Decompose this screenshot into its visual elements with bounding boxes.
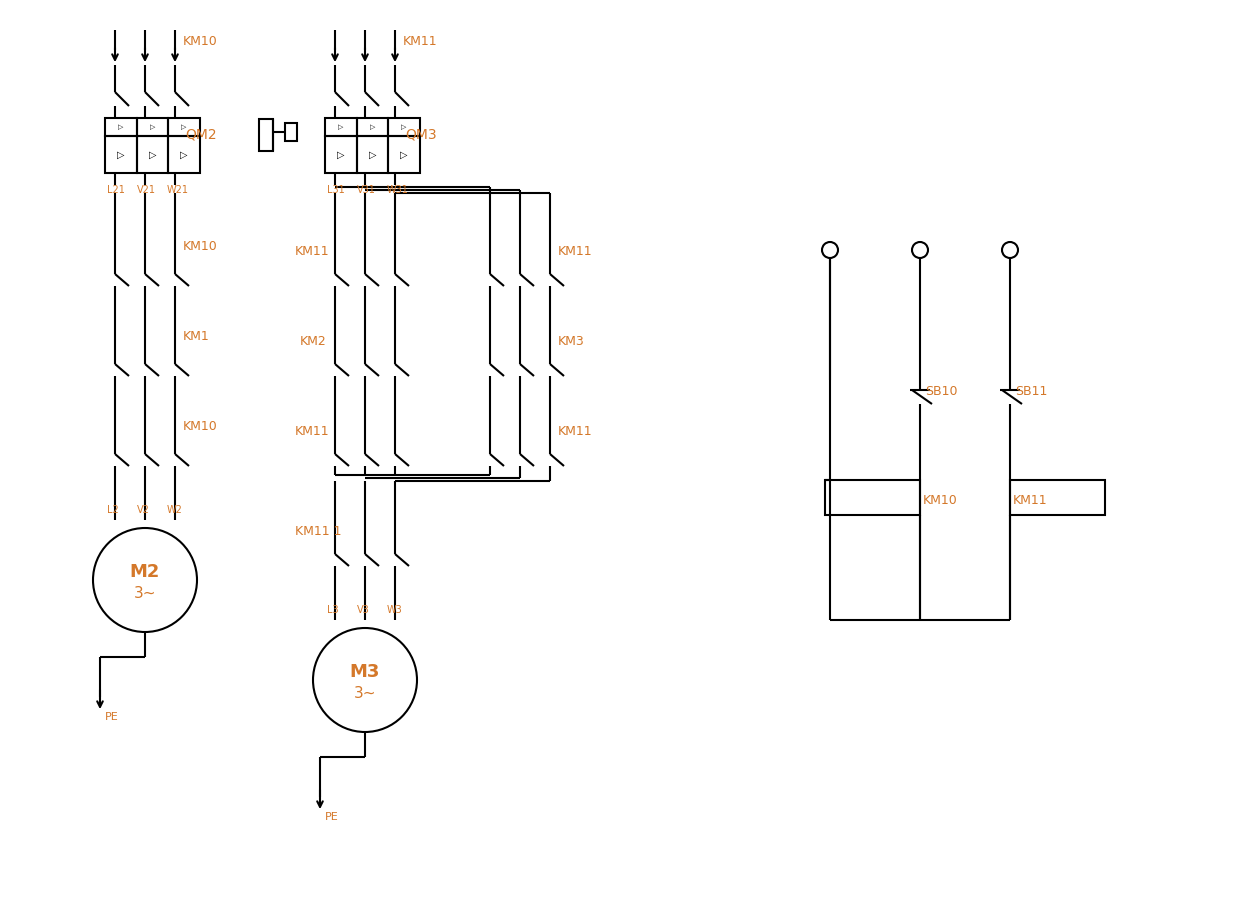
Text: L31: L31 [327, 185, 344, 195]
Text: KM11: KM11 [403, 35, 437, 48]
Text: L2: L2 [107, 505, 119, 515]
Bar [169, 136, 199, 173]
Bar [357, 136, 388, 173]
Text: ▷: ▷ [400, 149, 408, 159]
Text: V2: V2 [138, 505, 150, 515]
Bar [357, 118, 388, 136]
Text: ▷: ▷ [338, 124, 343, 130]
Bar [325, 118, 357, 136]
Bar [169, 118, 199, 136]
Text: QM2: QM2 [185, 128, 217, 142]
Bar [285, 123, 297, 141]
Text: W3: W3 [387, 605, 403, 615]
Text: 3~: 3~ [354, 686, 377, 702]
Text: KM3: KM3 [558, 335, 585, 348]
Text: ▷: ▷ [118, 124, 124, 130]
Bar [325, 136, 357, 173]
Text: ▷: ▷ [181, 149, 188, 159]
Text: KM11: KM11 [1014, 494, 1048, 506]
Bar [136, 136, 169, 173]
Text: V31: V31 [357, 185, 375, 195]
Text: KM10: KM10 [183, 420, 218, 433]
Text: QM3: QM3 [405, 128, 436, 142]
Text: W2: W2 [167, 505, 183, 515]
Text: ▷: ▷ [150, 124, 155, 130]
Bar [388, 118, 420, 136]
Text: KM2: KM2 [300, 335, 327, 348]
Text: KM11: KM11 [295, 245, 330, 258]
Text: L21: L21 [107, 185, 125, 195]
Text: KM11: KM11 [295, 425, 330, 438]
Text: V21: V21 [138, 185, 156, 195]
Bar [105, 118, 136, 136]
Text: W21: W21 [167, 185, 190, 195]
Bar [136, 118, 169, 136]
Bar [825, 480, 921, 515]
Text: ▷: ▷ [369, 149, 377, 159]
Text: V3: V3 [357, 605, 369, 615]
Text: ▷: ▷ [337, 149, 344, 159]
Text: W31: W31 [387, 185, 409, 195]
Text: M3: M3 [349, 663, 380, 681]
Text: PE: PE [105, 712, 119, 722]
Text: SB11: SB11 [1015, 385, 1047, 398]
Bar [1010, 480, 1105, 515]
Text: KM11 1: KM11 1 [295, 525, 342, 538]
Text: ▷: ▷ [181, 124, 187, 130]
Text: KM10: KM10 [183, 35, 218, 48]
Text: KM1: KM1 [183, 330, 209, 343]
Text: L3: L3 [327, 605, 338, 615]
Text: ▷: ▷ [369, 124, 375, 130]
Text: KM10: KM10 [183, 240, 218, 253]
Text: 3~: 3~ [134, 586, 156, 602]
Bar [388, 136, 420, 173]
Bar [105, 136, 136, 173]
Text: SB10: SB10 [926, 385, 958, 398]
Text: M2: M2 [130, 563, 160, 581]
Text: ▷: ▷ [401, 124, 406, 130]
Text: PE: PE [325, 812, 338, 822]
Text: KM10: KM10 [923, 494, 958, 506]
Text: ▷: ▷ [116, 149, 125, 159]
Text: ▷: ▷ [149, 149, 156, 159]
Text: KM11: KM11 [558, 245, 592, 258]
Text: KM11: KM11 [558, 425, 592, 438]
Bar [259, 119, 273, 151]
